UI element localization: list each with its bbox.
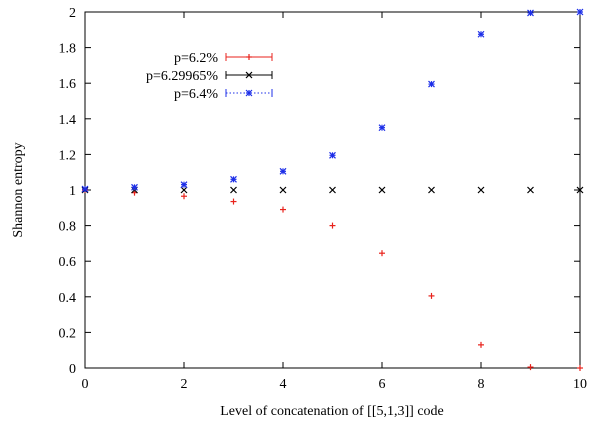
data-point bbox=[527, 186, 534, 194]
series-1-points bbox=[82, 187, 583, 371]
data-point bbox=[378, 124, 386, 132]
legend-marker bbox=[246, 54, 252, 60]
x-tick-label: 8 bbox=[478, 377, 485, 392]
data-point bbox=[576, 186, 584, 194]
y-tick-label: 1.4 bbox=[59, 113, 77, 128]
legend-marker bbox=[245, 71, 253, 79]
data-point bbox=[180, 186, 188, 194]
data-point bbox=[280, 206, 286, 213]
data-point bbox=[477, 186, 485, 194]
legend-marker bbox=[245, 89, 253, 97]
data-point bbox=[181, 193, 187, 200]
y-tick-label: 0.8 bbox=[59, 220, 77, 235]
data-point bbox=[329, 222, 336, 229]
series-3-points bbox=[81, 8, 584, 193]
legend: p=6.2% p=6.29965% p=6.4% bbox=[146, 51, 273, 102]
data-point bbox=[577, 365, 583, 371]
data-point bbox=[379, 250, 385, 257]
x-tick-label: 6 bbox=[379, 377, 386, 392]
data-point bbox=[329, 151, 336, 159]
data-point bbox=[477, 30, 485, 38]
legend-entry: p=6.2% bbox=[174, 51, 273, 66]
y-tick-label: 0.4 bbox=[59, 291, 77, 306]
data-point bbox=[378, 186, 386, 194]
x-tick-label: 4 bbox=[280, 377, 287, 392]
data-points bbox=[81, 8, 584, 371]
tick-labels: 0 2 4 6 8 10 0 0.2 0.4 0.6 0.8 1 1.2 1.4 1.6 1.8 2 bbox=[59, 6, 588, 392]
data-point bbox=[478, 341, 484, 348]
data-point bbox=[527, 364, 534, 371]
data-point bbox=[428, 186, 435, 194]
x-tick-label: 2 bbox=[181, 377, 188, 392]
data-point bbox=[576, 8, 584, 16]
x-axis-title: Level of concatenation of [[5,1,3]] code bbox=[220, 404, 444, 419]
data-point bbox=[279, 186, 287, 194]
data-point bbox=[329, 186, 336, 194]
data-point bbox=[428, 292, 435, 299]
data-point bbox=[230, 186, 237, 194]
data-point bbox=[180, 181, 188, 189]
data-point bbox=[230, 175, 237, 183]
x-tick-label: 0 bbox=[82, 377, 89, 392]
y-tick-label: 0.2 bbox=[59, 326, 77, 341]
legend-label: p=6.2% bbox=[174, 51, 218, 66]
y-axis-title: Shannon entropy bbox=[11, 142, 26, 237]
data-point bbox=[279, 167, 287, 175]
data-point bbox=[230, 198, 237, 205]
series-2-points bbox=[81, 186, 584, 194]
y-tick-label: 1 bbox=[69, 184, 76, 199]
y-tick-label: 2 bbox=[69, 6, 76, 21]
data-point bbox=[527, 9, 534, 17]
y-tick-label: 1.2 bbox=[59, 148, 77, 163]
x-tick-label: 10 bbox=[573, 377, 587, 392]
y-tick-label: 0 bbox=[69, 362, 76, 377]
legend-entry: p=6.29965% bbox=[146, 69, 273, 84]
legend-entry: p=6.4% bbox=[174, 87, 273, 102]
data-point bbox=[428, 80, 435, 88]
y-tick-label: 1.8 bbox=[59, 42, 77, 57]
legend-label: p=6.29965% bbox=[146, 69, 218, 84]
data-point bbox=[131, 183, 138, 191]
legend-label: p=6.4% bbox=[174, 87, 218, 102]
y-tick-label: 0.6 bbox=[59, 255, 77, 270]
data-point bbox=[81, 185, 89, 193]
y-tick-label: 1.6 bbox=[59, 77, 77, 92]
